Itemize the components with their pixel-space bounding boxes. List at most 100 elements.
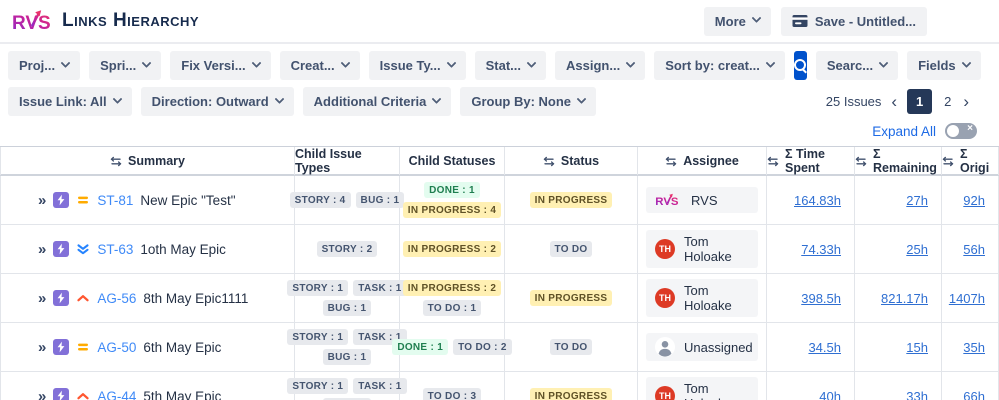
original-estimate-link[interactable]: 92h — [963, 192, 985, 208]
original-estimate-link[interactable]: 1407h — [948, 290, 985, 306]
time-spent-link[interactable]: 34.5h — [808, 339, 841, 355]
column-header-time-spent[interactable]: Σ Time Spent — [767, 147, 855, 175]
pagination-page-2[interactable]: 2 — [944, 94, 952, 109]
status-badge: TO DO — [549, 339, 593, 355]
sort-by-button[interactable]: Sort by: creat... — [654, 51, 785, 80]
filter-sprint-button[interactable]: Spri... — [89, 51, 162, 80]
issue-key-link[interactable]: AG-56 — [97, 290, 137, 306]
summary-cell: » AG-44 5th May Epic — [0, 372, 295, 400]
filter-toolbar-primary: Proj... Spri... Fix Versi... Creat... Issue … — [0, 44, 999, 80]
expand-all-link[interactable]: Expand All — [872, 123, 936, 139]
issue-count: 25 Issues — [825, 94, 882, 109]
time-spent-link[interactable]: 74.33h — [801, 241, 841, 257]
filter-created-button[interactable]: Creat... — [279, 51, 360, 80]
assignee-name: Tom Holoake — [684, 381, 732, 400]
remaining-link[interactable]: 33h — [906, 388, 928, 400]
issue-type-count-badge: TASK : 1 — [353, 280, 407, 296]
column-header-assignee[interactable]: Assignee — [638, 147, 767, 175]
save-button[interactable]: Save - Untitled... — [780, 6, 927, 36]
time-spent-link[interactable]: 40h — [819, 388, 841, 400]
summary-cell: » ST-63 1oth May Epic — [0, 225, 295, 273]
filter-status-button[interactable]: Stat... — [474, 51, 546, 80]
priority-high-icon — [76, 291, 90, 305]
group-by-button[interactable]: Group By: None — [460, 87, 597, 116]
badge-line: BUG : 1 — [322, 398, 372, 400]
column-header-status[interactable]: Status — [505, 147, 638, 175]
issue-type-count-badge: BUG : 1 — [322, 349, 372, 365]
column-header-summary[interactable]: Summary — [0, 147, 295, 175]
search-text-filter-button-label: Searc... — [826, 58, 874, 73]
chevron-down-icon — [141, 57, 152, 68]
chevron-down-icon — [112, 93, 123, 104]
filter-status-button-label: Stat... — [485, 58, 521, 73]
expand-row-icon[interactable]: » — [38, 240, 47, 258]
priority-high-icon — [76, 389, 90, 400]
badge-line: STORY : 2 — [316, 241, 378, 257]
expand-row-icon[interactable]: » — [38, 289, 47, 307]
assignee-pill[interactable]: Unassigned — [646, 333, 758, 361]
assignee-cell: TH Tom Holoake — [638, 225, 767, 273]
time-spent-link[interactable]: 164.83h — [794, 192, 841, 208]
direction-filter-button[interactable]: Direction: Outward — [140, 87, 294, 116]
child-statuses-cell: DONE : 1 IN PROGRESS : 4 — [400, 176, 505, 224]
pagination-page-1[interactable]: 1 — [907, 89, 933, 114]
column-header-remaining[interactable]: Σ Remaining — [855, 147, 942, 175]
badge-line: IN PROGRESS : 2 — [402, 241, 502, 257]
filter-issue-type-button[interactable]: Issue Ty... — [368, 51, 466, 80]
remaining-link[interactable]: 27h — [906, 192, 928, 208]
more-button[interactable]: More — [703, 6, 771, 36]
assignee-pill[interactable]: TH Tom Holoake — [646, 230, 758, 268]
expand-row-icon[interactable]: » — [38, 387, 47, 400]
assignee-pill[interactable]: TH Tom Holoake — [646, 377, 758, 400]
avatar: TH — [655, 386, 675, 400]
assignee-pill[interactable]: RVS RVS — [646, 187, 758, 213]
issue-key-link[interactable]: ST-81 — [97, 192, 134, 208]
pagination-next-icon[interactable]: › — [963, 92, 969, 111]
remaining-link[interactable]: 15h — [906, 339, 928, 355]
remaining-link[interactable]: 821.17h — [881, 290, 928, 306]
time-spent-link[interactable]: 398.5h — [801, 290, 841, 306]
summary-cell: » AG-56 8th May Epic1111 — [0, 274, 295, 322]
pagination-prev-icon[interactable]: ‹ — [891, 92, 898, 111]
issue-key-link[interactable]: AG-50 — [97, 339, 137, 355]
filter-project-button-label: Proj... — [19, 58, 56, 73]
issue-summary: 6th May Epic — [143, 339, 222, 355]
original-estimate-link[interactable]: 56h — [963, 241, 985, 257]
svg-text:RVS: RVS — [12, 13, 51, 34]
fields-button[interactable]: Fields — [907, 51, 981, 80]
column-header-label: Summary — [128, 154, 185, 168]
issue-key-link[interactable]: ST-63 — [97, 241, 134, 257]
filter-fix-version-button[interactable]: Fix Versi... — [170, 51, 271, 80]
issue-link-filter-button[interactable]: Issue Link: All — [8, 87, 132, 116]
column-header-origi[interactable]: Σ Origi — [942, 147, 999, 175]
sort-columns-icon — [543, 156, 555, 167]
issue-key-link[interactable]: AG-44 — [97, 388, 137, 400]
search-text-filter-button[interactable]: Searc... — [815, 51, 899, 80]
child-statuses-cell: TO DO : 3 — [400, 372, 505, 400]
column-header-label: Child Statuses — [408, 154, 496, 168]
column-header-child-statuses[interactable]: Child Statuses — [400, 147, 505, 175]
search-button[interactable] — [793, 51, 807, 80]
original-estimate-cell: 35h — [942, 323, 999, 371]
assignee-pill[interactable]: TH Tom Holoake — [646, 279, 758, 317]
filter-project-button[interactable]: Proj... — [8, 51, 81, 80]
expand-row-icon[interactable]: » — [38, 191, 47, 209]
app-header: RVS Links Hierarchy More Save - Untitled… — [0, 0, 999, 44]
assignee-name: Tom Holoake — [684, 283, 732, 313]
time-spent-cell: 40h — [767, 372, 855, 400]
badge-line: BUG : 1 — [322, 349, 372, 365]
original-estimate-link[interactable]: 66h — [963, 388, 985, 400]
original-estimate-link[interactable]: 35h — [963, 339, 985, 355]
additional-criteria-button[interactable]: Additional Criteria — [302, 87, 452, 116]
column-header-child-issue-types[interactable]: Child Issue Types — [295, 147, 400, 175]
chevron-down-icon — [878, 57, 889, 68]
expand-row-icon[interactable]: » — [38, 338, 47, 356]
chevron-down-icon — [60, 57, 71, 68]
filter-assignee-button[interactable]: Assign... — [555, 51, 646, 80]
sort-columns-icon — [110, 156, 122, 167]
remaining-link[interactable]: 25h — [906, 241, 928, 257]
summary-cell: » AG-50 6th May Epic — [0, 323, 295, 371]
issue-type-count-badge: BUG : 1 — [322, 398, 372, 400]
expand-all-toggle[interactable]: × — [945, 123, 977, 139]
